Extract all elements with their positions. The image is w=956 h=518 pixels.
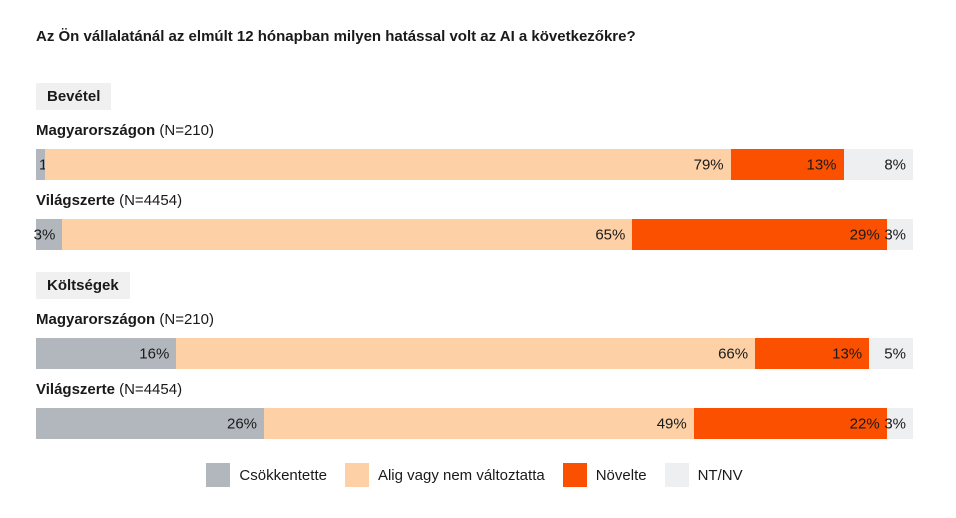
legend-label: Növelte [595, 466, 647, 484]
legend-label: Csökkentette [239, 466, 327, 484]
bar-segment-value: 66% [718, 345, 749, 362]
bar-segment-value: 29% [849, 226, 880, 243]
legend-label: NT/NV [697, 466, 743, 484]
bar-segment-value: 8% [884, 156, 906, 173]
bar-segment: 3% [33, 219, 63, 250]
row-label-sample-size: (N=210) [159, 311, 214, 328]
bar-segment-value: 22% [849, 415, 880, 432]
bar-segment-value: 3% [884, 226, 906, 243]
bar-segment-value: 26% [226, 415, 258, 432]
bar-segment-value: 49% [656, 415, 687, 432]
bar-segment: 5% [869, 338, 913, 369]
bar-segment: 13% [755, 338, 870, 369]
legend-label: Alig vagy nem változtatta [377, 466, 545, 484]
row-label-name: Világszerte [36, 381, 120, 398]
legend-swatch [562, 463, 587, 487]
stacked-bar: 16% 66% 13% 5% [36, 338, 913, 369]
legend-item: Csökkentette [206, 463, 327, 487]
legend-swatch [206, 463, 231, 487]
chart-sections: Bevétel Magyarországon (N=210) 1% 79% 13% 8% V… [33, 46, 913, 439]
bar-segment: 8% [843, 149, 913, 180]
row-label: Magyarországon (N=210) [36, 312, 913, 328]
chart-title: Az Ön vállalatánál az elmúlt 12 hónapban… [36, 28, 636, 45]
section-badge: Bevétel [36, 83, 112, 110]
bar-segment: 29% [632, 219, 887, 250]
legend-item: NT/NV [664, 463, 743, 487]
bar-segment: 79% [44, 149, 731, 180]
row-label-sample-size: (N=4454) [119, 381, 183, 398]
legend-item: Növelte [562, 463, 647, 487]
bar-segment: 49% [264, 408, 694, 439]
bar-segment: 26% [36, 408, 265, 439]
bar-segment: 66% [176, 338, 756, 369]
bar-segment: 3% [884, 219, 913, 250]
row-label: Magyarországon (N=210) [36, 123, 913, 139]
bar-segment-value: 13% [832, 345, 863, 362]
row-label-sample-size: (N=4454) [119, 192, 183, 209]
bar-segment: 13% [730, 149, 844, 180]
bar-segment-value: 16% [139, 345, 170, 362]
bar-segment: 16% [36, 338, 177, 369]
bar-segment-value: 13% [806, 156, 837, 173]
bar-segment-value: 3% [33, 226, 56, 243]
row-label: Világszerte (N=4454) [36, 193, 913, 209]
bar-segment: 1% [36, 149, 61, 180]
bar-segment-value: 79% [693, 156, 724, 173]
bar-segment: 3% [884, 408, 913, 439]
bar-segment-value: 3% [884, 415, 906, 432]
row-label-name: Magyarországon [36, 311, 160, 328]
row-label-name: Világszerte [36, 192, 120, 209]
stacked-bar: 26% 49% 22% 3% [36, 408, 913, 439]
stacked-bar: 1% 79% 13% 8% [36, 149, 913, 180]
row-label: Világszerte (N=4454) [36, 382, 913, 398]
legend-swatch [344, 463, 369, 487]
bar-segment: 22% [693, 408, 887, 439]
row-label-name: Magyarországon [36, 122, 160, 139]
legend-swatch [664, 463, 689, 487]
stacked-bar: 3% 65% 29% 3% [33, 219, 913, 250]
section-badge: Költségek [36, 272, 130, 299]
chart: Az Ön vállalatánál az elmúlt 12 hónapban… [33, 28, 913, 487]
bar-segment: 65% [62, 219, 633, 250]
bar-segment-value: 5% [884, 345, 906, 362]
bar-segment-value: 65% [595, 226, 626, 243]
legend-item: Alig vagy nem változtatta [344, 463, 545, 487]
row-label-sample-size: (N=210) [159, 122, 214, 139]
chart-legend: Csökkentette Alig vagy nem változtatta Növ… [36, 463, 913, 487]
